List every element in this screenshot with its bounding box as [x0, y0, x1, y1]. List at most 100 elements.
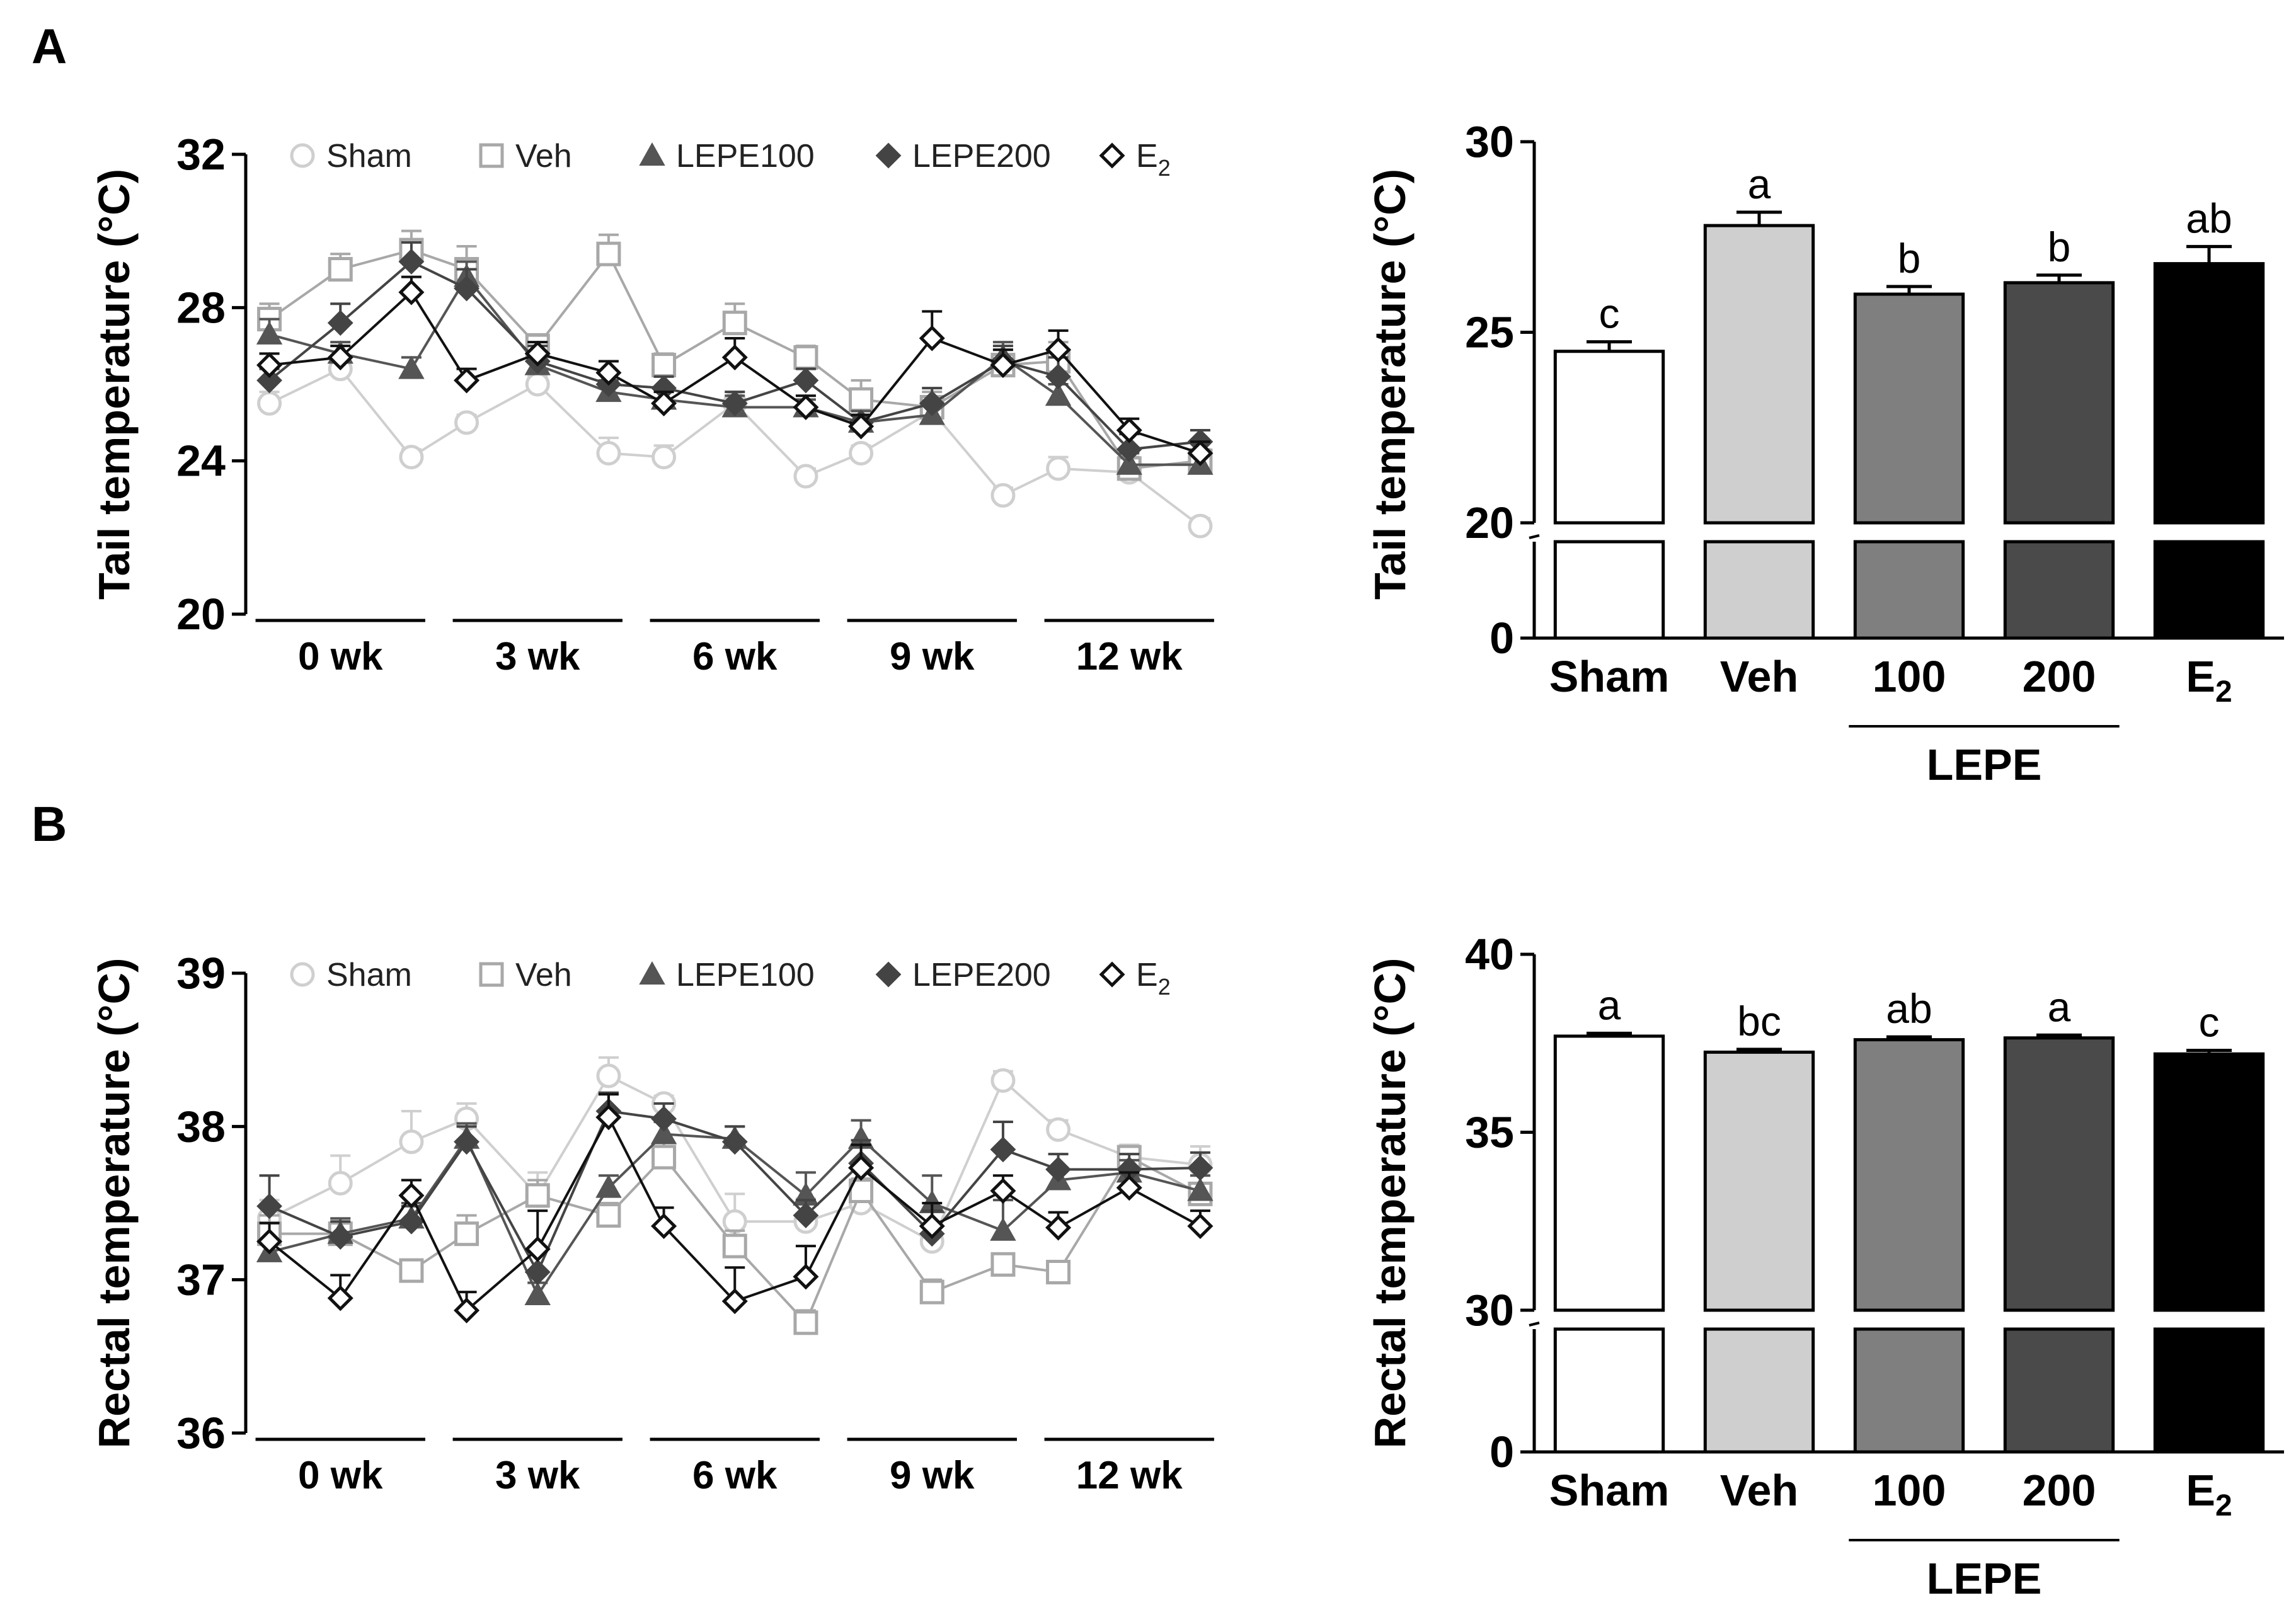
legend-label: LEPE200	[912, 138, 1051, 174]
legend-marker	[875, 961, 902, 988]
legend-item-lepe100: LEPE100	[639, 957, 815, 993]
x-tick-label-text: 100	[1873, 1466, 1946, 1515]
x-tick-label-subscript: 2	[2215, 1489, 2232, 1522]
significance-letter: ab	[2186, 195, 2232, 241]
legend-label-text: LEPE100	[676, 138, 815, 174]
legend-marker	[479, 143, 504, 168]
data-point	[327, 1224, 353, 1250]
data-point	[1046, 456, 1071, 481]
y-tick-label: 30	[1465, 1286, 1514, 1335]
data-point	[399, 1258, 424, 1283]
significance-letter: bc	[1737, 998, 1781, 1044]
legend-label: Sham	[326, 138, 412, 174]
data-point	[721, 1288, 748, 1315]
legend-marker	[1099, 961, 1125, 988]
data-point	[793, 345, 818, 370]
y-axis-label: Rectal temperature (°C)	[1365, 958, 1415, 1449]
data-point	[1187, 1177, 1214, 1201]
legend-label-text: E	[1136, 138, 1158, 174]
legend-marker	[639, 961, 665, 985]
data-point	[596, 241, 621, 266]
x-group-label: 3 wk	[495, 635, 580, 678]
data-point	[919, 391, 945, 416]
x-tick-label-text: E	[2186, 652, 2215, 701]
data-point	[919, 325, 945, 351]
bar-lower-segment	[1853, 540, 1965, 640]
legend-label: Veh	[515, 138, 572, 174]
significance-letter: b	[2048, 224, 2071, 270]
y-tick-label: 37	[176, 1255, 226, 1305]
y-tick-label: 25	[1465, 308, 1514, 357]
bar-lower-segment	[1703, 1327, 1815, 1454]
data-point	[721, 391, 748, 416]
axis-break-mark	[1529, 534, 1540, 539]
data-point	[1116, 417, 1142, 443]
x-tick-label: Sham	[1549, 652, 1670, 701]
legend-label: LEPE100	[676, 957, 815, 993]
bar-lower-segment	[1853, 1327, 1965, 1454]
axis-break-mark	[1529, 1322, 1540, 1327]
y-tick-label: 35	[1465, 1108, 1514, 1157]
x-group-label: 3 wk	[495, 1454, 580, 1497]
legend-label-text: Veh	[515, 138, 572, 174]
data-point	[327, 310, 353, 336]
data-point	[722, 1209, 747, 1234]
data-point	[525, 1183, 550, 1208]
rectal-temperature-bar-chart: 0 30 35 40 Rectal temperature (°C) a Sham bc Veh…	[1365, 930, 2284, 1603]
bar	[2153, 1052, 2265, 1312]
lepe-group-label: LEPE	[1927, 740, 2042, 789]
x-tick-label: 100	[1873, 652, 1946, 701]
bar-group-1: bc	[1703, 998, 1815, 1454]
series-veh	[257, 1140, 1213, 1335]
data-point	[919, 1279, 944, 1305]
data-point	[651, 1105, 677, 1132]
data-point	[651, 1213, 677, 1240]
bar-group-2: ab	[1853, 985, 1965, 1454]
data-point	[793, 367, 819, 394]
legend-item-e2: E2	[1099, 138, 1171, 181]
data-point	[722, 1233, 747, 1259]
bar-lower-segment	[1703, 540, 1815, 640]
significance-letter: a	[1598, 981, 1621, 1028]
data-point	[327, 344, 353, 370]
panel-label-b: B	[32, 796, 67, 852]
bar	[2003, 1036, 2115, 1312]
x-tick-label: E2	[2186, 652, 2232, 709]
legend-label: E2	[1136, 957, 1171, 1000]
data-point	[524, 1236, 551, 1262]
series-e2	[256, 275, 1214, 467]
legend-label-text: E	[1136, 957, 1158, 993]
data-point	[1116, 1175, 1142, 1201]
tail-temperature-line-chart: 20 24 28 32 Tail temperature (°C) 0 wk 3 wk 6 w…	[89, 130, 1214, 678]
x-group-label: 12 wk	[1076, 1454, 1183, 1497]
y-axis-label: Tail temperature (°C)	[1365, 169, 1415, 600]
x-tick-label: Veh	[1720, 1466, 1799, 1515]
data-point	[1046, 1117, 1071, 1142]
legend-item-veh: Veh	[479, 138, 572, 174]
bar-group-3: b	[2003, 224, 2115, 640]
series-e2	[256, 1093, 1214, 1323]
x-group-label: 9 wk	[890, 635, 975, 678]
bar-lower-segment	[2153, 1327, 2265, 1454]
y-axis-label: Tail temperature (°C)	[89, 169, 139, 600]
y-tick-label: 24	[176, 437, 226, 486]
data-point	[793, 394, 819, 421]
x-tick-label-text: Veh	[1720, 652, 1799, 701]
bar-group-0: a	[1553, 981, 1665, 1454]
data-point	[1045, 1214, 1072, 1241]
data-point	[328, 257, 353, 282]
data-point	[256, 367, 282, 394]
significance-letter: a	[2048, 983, 2071, 1030]
legend-label-text: LEPE200	[912, 957, 1051, 993]
data-point	[651, 390, 677, 416]
y-axis-label: Rectal temperature (°C)	[89, 958, 139, 1449]
rectal-temperature-line-chart: 36 37 38 39 Rectal temperature (°C) 0 wk 3 wk 6…	[89, 949, 1214, 1497]
x-tick-label: E2	[2186, 1466, 2232, 1522]
data-point	[524, 340, 551, 367]
y-tick-label: 40	[1465, 930, 1514, 979]
legend-marker	[290, 962, 315, 987]
bar-group-4: c	[2153, 999, 2265, 1454]
legend-marker	[875, 142, 902, 169]
legend-label-text: LEPE200	[912, 138, 1051, 174]
